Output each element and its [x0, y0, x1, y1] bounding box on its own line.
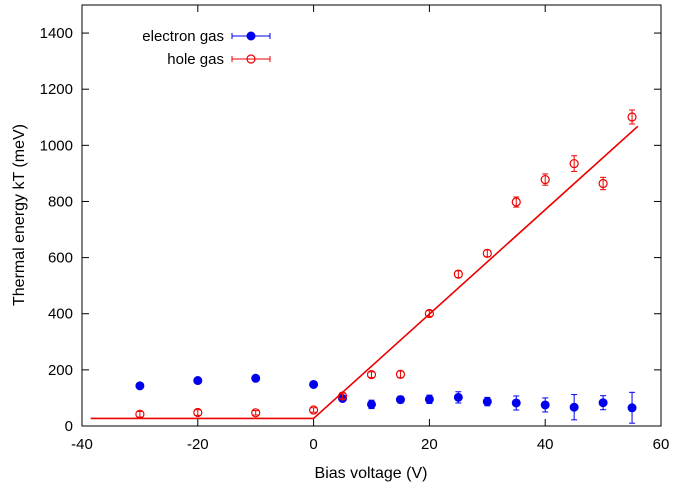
y-tick-label: 1200: [40, 81, 73, 98]
data-point: [511, 197, 521, 207]
data-point: [366, 370, 377, 380]
data-point: [193, 407, 203, 418]
x-tick-labels: -40 -20 0 20 40 60: [71, 436, 669, 453]
legend-key-marker: [246, 31, 256, 41]
data-point: [569, 402, 579, 412]
data-point: [424, 394, 434, 404]
data-point: [193, 376, 203, 386]
x-axis-label: Bias voltage (V): [315, 465, 428, 482]
legend: electron gas hole gas: [142, 28, 271, 68]
y-tick-label: 600: [48, 250, 73, 267]
data-point: [540, 400, 550, 410]
data-point: [309, 379, 319, 389]
data-point: [569, 158, 579, 169]
legend-key-hole-gas: [231, 54, 271, 64]
data-point: [251, 373, 261, 383]
data-point: [627, 403, 637, 413]
x-tick-label: -40: [71, 436, 93, 453]
data-point: [453, 392, 463, 402]
y-tick-label: 0: [65, 418, 73, 435]
data-point: [309, 405, 319, 415]
y-tick-label: 400: [48, 306, 73, 323]
data-point: [251, 408, 261, 418]
x-tick-label: -20: [187, 436, 209, 453]
data-point: [598, 398, 608, 408]
y-tick-label: 1000: [40, 137, 73, 154]
data-point: [337, 391, 348, 401]
y-axis-label: Thermal energy kT (meV): [11, 124, 28, 306]
data-point: [395, 369, 406, 379]
legend-key-electron-gas: [231, 31, 271, 41]
plot-frame: [81, 4, 662, 427]
y-tick-labels: 0 200 400 600 800 1000 1200 1400: [40, 25, 73, 435]
y-tick-label: 200: [48, 362, 73, 379]
series-hole-gas: [135, 109, 637, 419]
data-point: [511, 398, 521, 408]
x-tick-label: 60: [653, 436, 670, 453]
data-point: [482, 397, 492, 407]
y-tick-label: 800: [48, 193, 73, 210]
series-layer: [135, 109, 637, 424]
legend-key-marker: [246, 54, 256, 64]
series-electron-gas: [135, 373, 637, 424]
legend-label-hole-gas: hole gas: [167, 51, 224, 68]
x-tick-label: 40: [537, 436, 554, 453]
data-point: [367, 399, 376, 409]
x-tick-label: 20: [421, 436, 438, 453]
data-point: [482, 248, 492, 258]
data-point: [598, 178, 608, 189]
fit-line-group: [90, 125, 639, 420]
legend-label-electron-gas: electron gas: [142, 28, 224, 45]
data-point: [627, 112, 637, 122]
data-point: [135, 381, 145, 391]
axis-ticks: [81, 5, 662, 427]
data-point: [424, 308, 434, 319]
x-tick-label: 0: [309, 436, 317, 453]
y-tick-label: 1400: [40, 25, 73, 42]
data-point: [395, 395, 405, 405]
fit-line: [90, 125, 639, 420]
data-point: [540, 174, 550, 185]
data-point: [135, 409, 145, 419]
data-point: [453, 269, 463, 279]
